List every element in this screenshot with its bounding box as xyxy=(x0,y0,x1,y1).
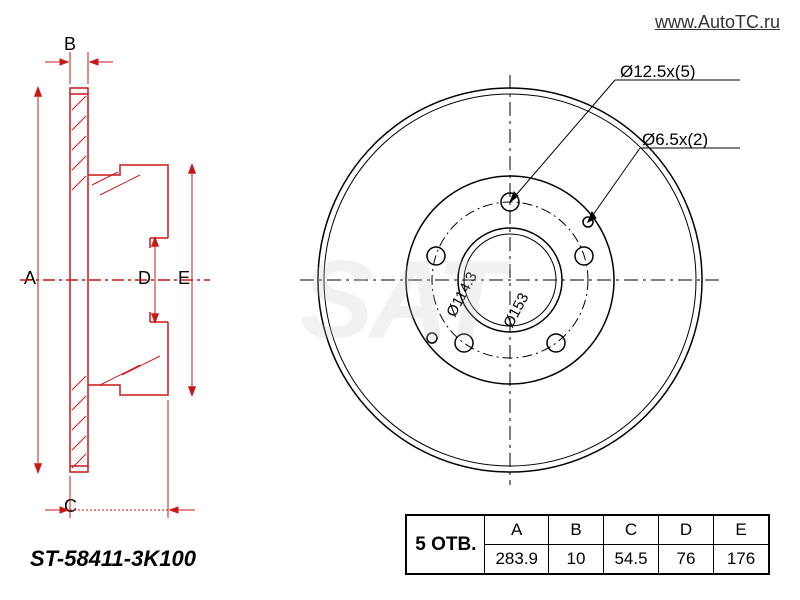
side-cross-section xyxy=(20,52,210,518)
front-face-view xyxy=(300,75,740,485)
technical-drawing xyxy=(0,0,800,600)
